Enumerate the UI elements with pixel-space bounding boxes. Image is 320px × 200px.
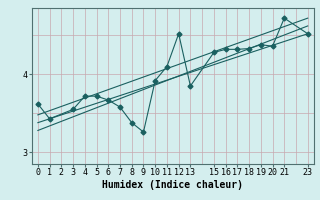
X-axis label: Humidex (Indice chaleur): Humidex (Indice chaleur) <box>102 180 243 190</box>
